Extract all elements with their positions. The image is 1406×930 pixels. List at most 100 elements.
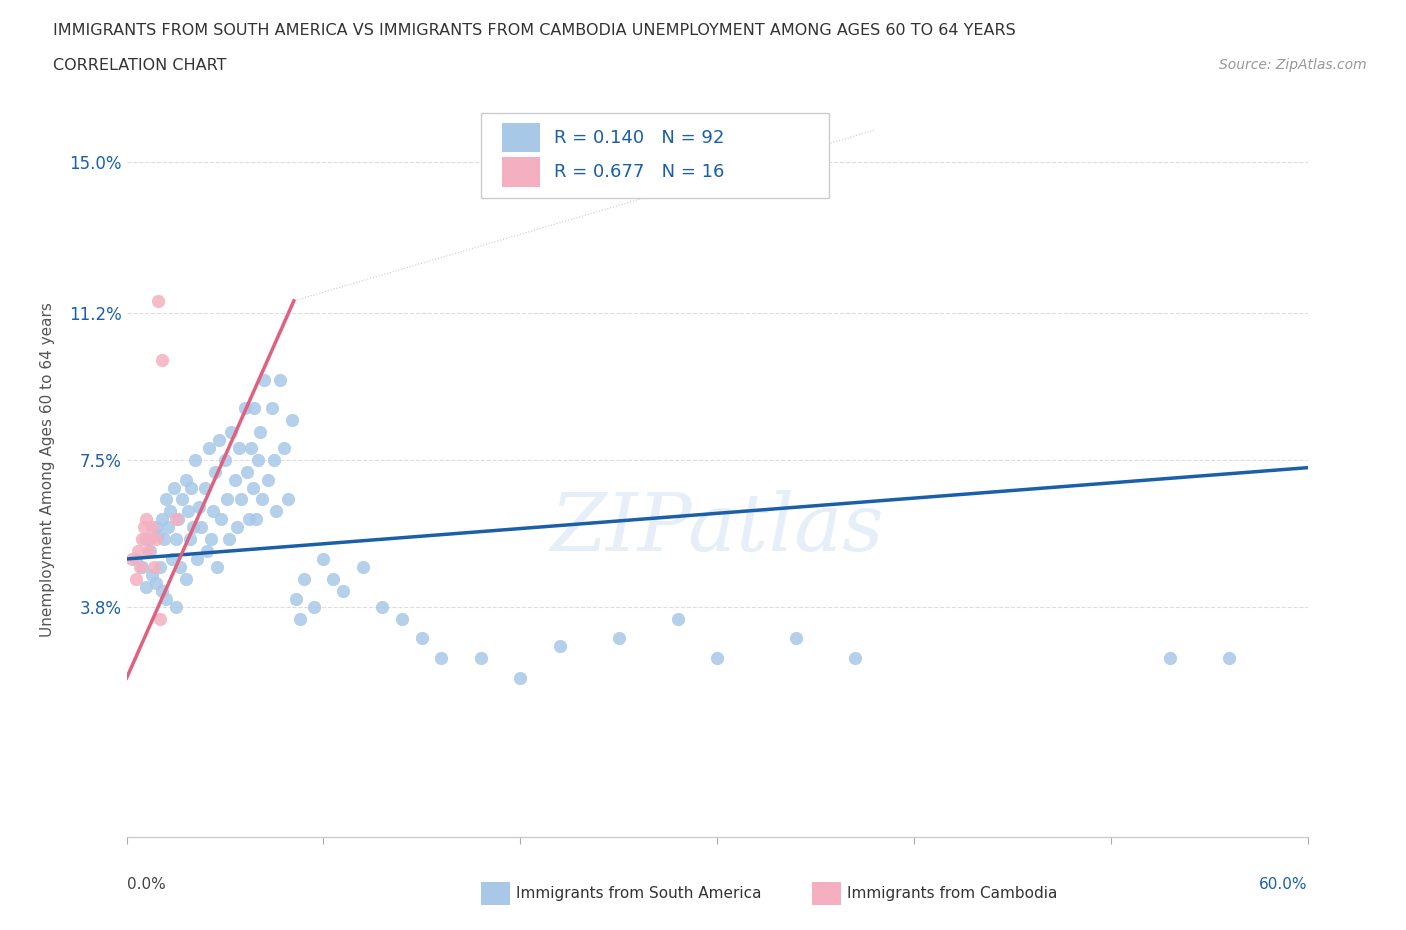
- Point: [225, 520, 247, 535]
- Point: [202, 504, 225, 519]
- Point: [141, 567, 163, 582]
- Point: [150, 353, 173, 368]
- Text: 60.0%: 60.0%: [1260, 877, 1308, 893]
- Point: [214, 452, 236, 467]
- Text: R = 0.140   N = 92: R = 0.140 N = 92: [554, 128, 724, 147]
- Point: [264, 504, 287, 519]
- Text: ZIPatlas: ZIPatlas: [550, 490, 884, 567]
- Point: [302, 599, 325, 614]
- Point: [163, 480, 186, 495]
- Point: [139, 532, 162, 547]
- Point: [135, 579, 157, 594]
- Point: [204, 464, 226, 479]
- Point: [548, 639, 571, 654]
- Point: [252, 492, 274, 507]
- Point: [1218, 651, 1240, 666]
- Point: [180, 480, 202, 495]
- Text: Immigrants from Cambodia: Immigrants from Cambodia: [846, 886, 1057, 901]
- Point: [145, 532, 167, 547]
- Point: [229, 492, 252, 507]
- Point: [706, 651, 728, 666]
- Point: [165, 512, 187, 526]
- Point: [391, 611, 413, 626]
- Bar: [481, 882, 510, 905]
- Point: [509, 671, 531, 685]
- Point: [127, 544, 149, 559]
- Point: [218, 532, 240, 547]
- Point: [208, 432, 231, 447]
- Bar: [811, 882, 841, 905]
- Point: [156, 520, 179, 535]
- Point: [247, 452, 270, 467]
- Point: [430, 651, 453, 666]
- Text: R = 0.677   N = 16: R = 0.677 N = 16: [554, 163, 724, 181]
- Point: [184, 452, 207, 467]
- Point: [224, 472, 246, 487]
- Point: [411, 631, 433, 645]
- Point: [288, 611, 311, 626]
- Point: [322, 571, 344, 586]
- Point: [219, 424, 242, 439]
- Point: [253, 373, 276, 388]
- Point: [245, 512, 267, 526]
- Point: [312, 551, 335, 566]
- Point: [160, 551, 183, 566]
- Point: [176, 504, 198, 519]
- Point: [186, 551, 208, 566]
- Point: [607, 631, 630, 645]
- Point: [332, 583, 354, 598]
- Point: [183, 520, 205, 535]
- Point: [145, 520, 167, 535]
- Point: [170, 492, 193, 507]
- Point: [174, 472, 197, 487]
- Point: [150, 583, 173, 598]
- Point: [179, 532, 201, 547]
- Point: [135, 532, 157, 547]
- Point: [146, 527, 169, 542]
- Text: Source: ZipAtlas.com: Source: ZipAtlas.com: [1219, 58, 1367, 72]
- Point: [470, 651, 492, 666]
- Point: [125, 551, 148, 566]
- Point: [153, 532, 176, 547]
- Point: [165, 599, 187, 614]
- Point: [146, 294, 169, 309]
- Point: [145, 576, 167, 591]
- Point: [273, 441, 295, 456]
- Point: [198, 441, 221, 456]
- Point: [188, 500, 211, 515]
- Point: [243, 401, 266, 416]
- Point: [281, 413, 304, 428]
- Point: [257, 472, 280, 487]
- Point: [235, 464, 257, 479]
- Point: [155, 492, 177, 507]
- Point: [174, 571, 197, 586]
- Point: [205, 560, 228, 575]
- Point: [129, 560, 152, 575]
- Point: [135, 512, 157, 526]
- Point: [169, 560, 191, 575]
- Bar: [502, 123, 540, 153]
- Point: [228, 441, 250, 456]
- Point: [149, 611, 172, 626]
- Text: Immigrants from South America: Immigrants from South America: [516, 886, 762, 901]
- Point: [159, 504, 181, 519]
- Point: [165, 532, 187, 547]
- Point: [844, 651, 866, 666]
- Point: [150, 512, 173, 526]
- Point: [238, 512, 260, 526]
- Point: [136, 544, 159, 559]
- Point: [239, 441, 262, 456]
- Point: [121, 551, 143, 566]
- Text: CORRELATION CHART: CORRELATION CHART: [53, 58, 226, 73]
- Point: [1159, 651, 1181, 666]
- Point: [233, 401, 256, 416]
- Point: [242, 480, 264, 495]
- Point: [143, 560, 166, 575]
- Point: [194, 480, 217, 495]
- Point: [200, 532, 222, 547]
- Point: [134, 520, 156, 535]
- Point: [371, 599, 394, 614]
- Point: [166, 512, 188, 526]
- Text: IMMIGRANTS FROM SOUTH AMERICA VS IMMIGRANTS FROM CAMBODIA UNEMPLOYMENT AMONG AGE: IMMIGRANTS FROM SOUTH AMERICA VS IMMIGRA…: [53, 23, 1017, 38]
- Point: [269, 373, 291, 388]
